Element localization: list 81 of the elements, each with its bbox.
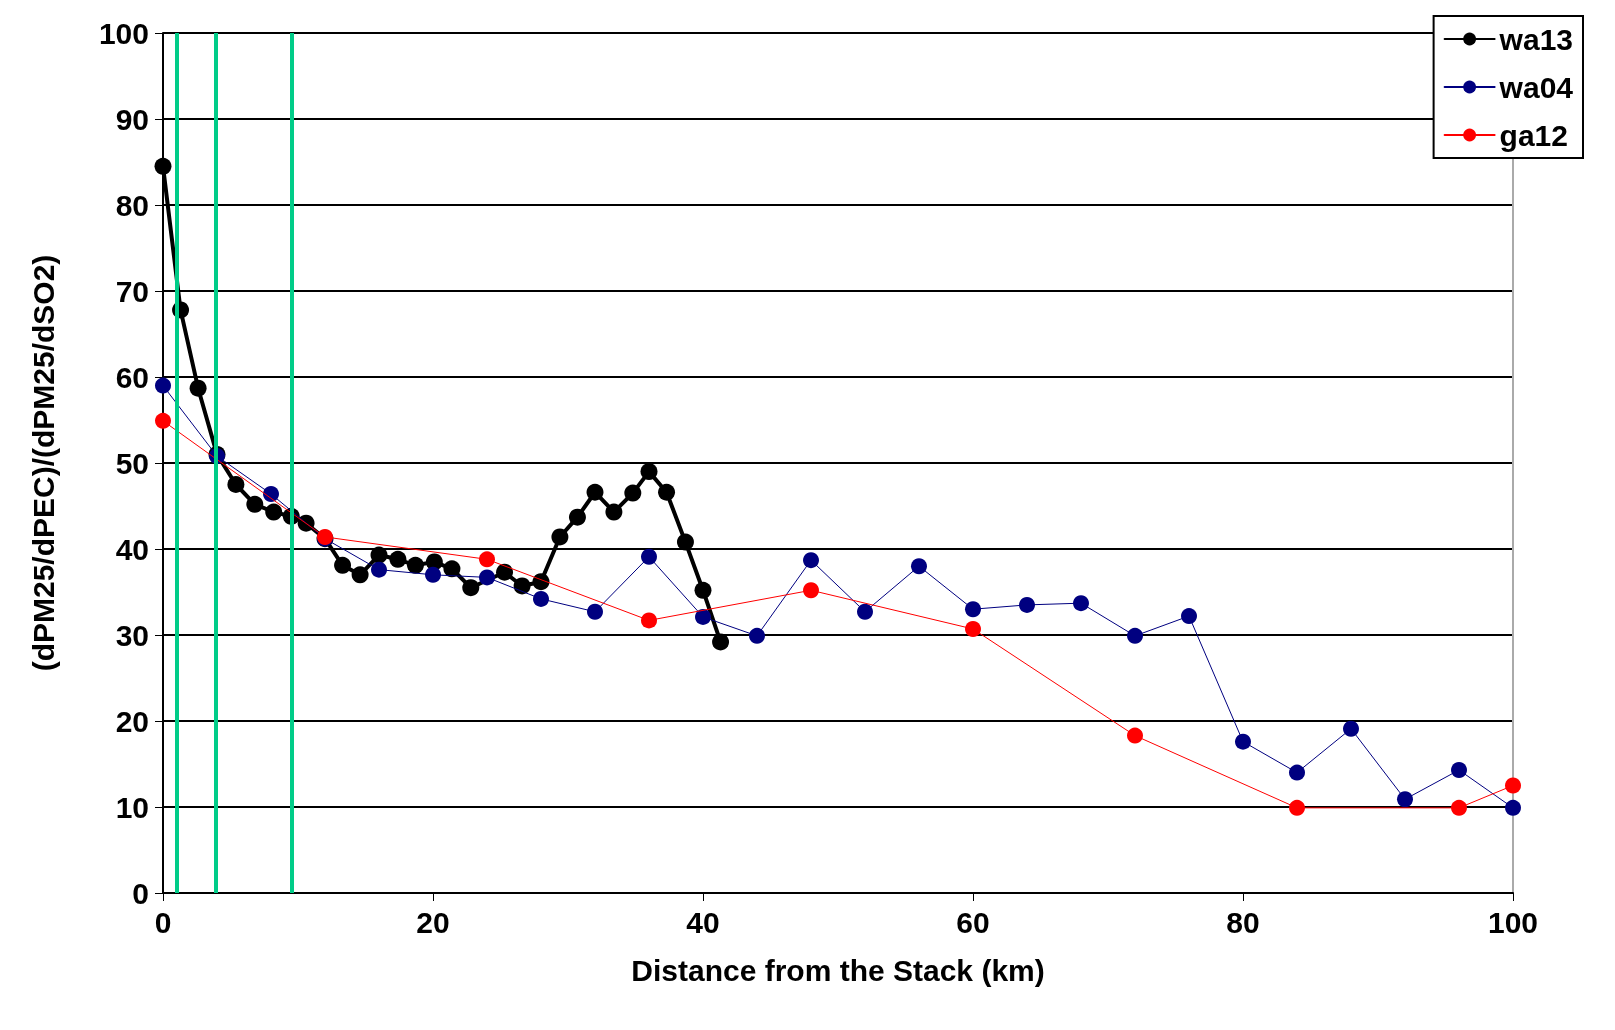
x-tick-label: 40: [686, 905, 720, 939]
x-tick-label: 100: [1487, 905, 1539, 939]
point: [1289, 799, 1305, 816]
point: [586, 483, 604, 501]
point: [640, 463, 658, 481]
point: [371, 561, 387, 578]
point: [568, 508, 586, 526]
y-tick-label: 20: [115, 704, 149, 738]
point: [1073, 595, 1089, 612]
point: [406, 556, 424, 574]
point: [189, 379, 207, 397]
y-tick-label: 100: [98, 16, 149, 50]
point: [533, 590, 549, 607]
point: [425, 553, 443, 571]
point: [857, 603, 873, 620]
point: [1127, 727, 1143, 744]
point: [1289, 764, 1305, 781]
point: [462, 579, 480, 597]
y-tick-label: 90: [115, 102, 149, 136]
point: [695, 608, 711, 625]
x-tick-label: 60: [956, 905, 990, 939]
point: [155, 377, 171, 394]
point: [1505, 777, 1521, 794]
point: [246, 495, 264, 513]
legend-label: wa04: [1498, 70, 1574, 104]
point: [658, 483, 676, 501]
y-tick-label: 60: [115, 360, 149, 394]
point: [1343, 720, 1359, 737]
point: [605, 503, 623, 521]
point: [1451, 799, 1467, 816]
x-tick-label: 20: [416, 905, 450, 939]
point: [425, 566, 441, 583]
y-tick-label: 70: [115, 274, 149, 308]
point: [1451, 762, 1467, 779]
point: [370, 546, 388, 564]
point: [479, 551, 495, 568]
point: [532, 573, 550, 591]
point: [587, 603, 603, 620]
x-tick-label: 80: [1226, 905, 1260, 939]
point: [1397, 791, 1413, 808]
point: [676, 533, 694, 551]
point: [1181, 608, 1197, 625]
point: [641, 612, 657, 629]
point: [351, 566, 369, 584]
y-axis-title: (dPM25/dPEC)/(dPM25/dSO2): [26, 254, 60, 672]
point: [911, 558, 927, 575]
y-tick-label: 0: [132, 876, 149, 910]
point: [443, 560, 461, 578]
point: [154, 157, 172, 175]
point: [1019, 596, 1035, 613]
point: [155, 412, 171, 429]
point: [965, 601, 981, 618]
point: [1505, 799, 1521, 816]
point: [263, 485, 279, 502]
point: [641, 548, 657, 565]
point: [803, 552, 819, 569]
point: [513, 577, 531, 595]
y-tick-label: 40: [115, 532, 149, 566]
point: [496, 563, 514, 581]
point: [712, 633, 730, 651]
y-tick-label: 50: [115, 446, 149, 480]
point: [1127, 627, 1143, 644]
point: [479, 569, 495, 586]
legend-label: ga12: [1499, 118, 1568, 152]
point: [965, 620, 981, 637]
point: [265, 503, 283, 521]
point: [227, 476, 245, 493]
point: [749, 627, 765, 644]
y-tick-label: 30: [115, 618, 149, 652]
point: [803, 582, 819, 599]
legend-label: wa13: [1498, 22, 1573, 56]
y-tick-label: 10: [115, 790, 149, 824]
point: [624, 484, 642, 502]
y-tick-label: 80: [115, 188, 149, 222]
point: [389, 550, 407, 568]
x-tick-label: 0: [154, 905, 172, 939]
point: [1235, 733, 1251, 750]
x-axis-title: Distance from the Stack (km): [631, 953, 1045, 987]
point: [551, 528, 569, 546]
point: [334, 556, 352, 574]
point: [694, 581, 712, 599]
